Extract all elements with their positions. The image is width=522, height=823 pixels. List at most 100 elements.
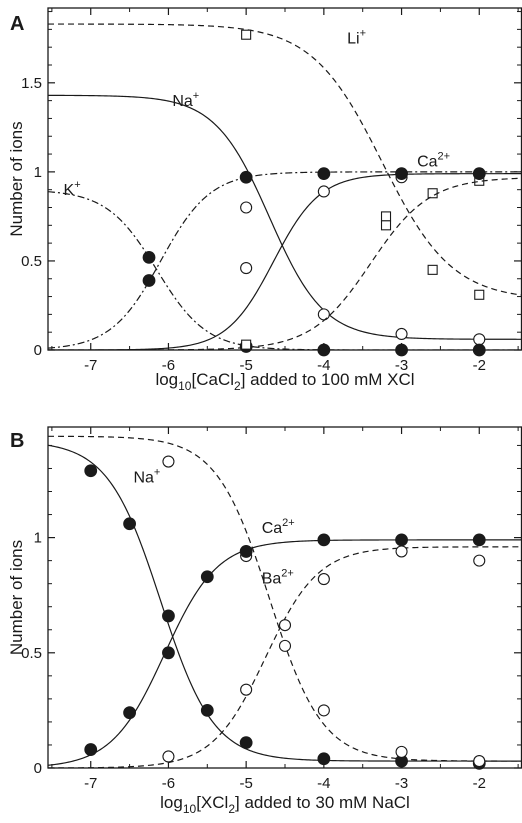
series-line xyxy=(48,173,522,350)
plot-frame xyxy=(47,426,522,769)
data-point xyxy=(380,220,392,231)
x-axis-label-text: [CaCl xyxy=(191,370,234,389)
x-axis-label-subscript: 2 xyxy=(228,802,235,816)
curve-label-base: K xyxy=(64,182,75,199)
data-point xyxy=(472,343,486,357)
x-tick-label: -3 xyxy=(395,775,408,792)
x-axis-label-subscript: 2 xyxy=(234,379,241,393)
data-point xyxy=(200,703,214,717)
data-point xyxy=(142,274,156,287)
data-point xyxy=(240,262,253,275)
curve-label-na: Na+ xyxy=(172,90,199,110)
series-na xyxy=(48,94,522,346)
curve-label-base: Ca xyxy=(262,520,283,537)
series-ca-k xyxy=(48,167,522,349)
curve-label-k: K+ xyxy=(64,179,81,199)
series-na-ca xyxy=(48,444,522,770)
data-point xyxy=(241,339,252,350)
y-tick-label: 1 xyxy=(34,164,42,181)
series-line xyxy=(48,191,522,350)
data-point xyxy=(474,289,485,300)
data-point xyxy=(84,464,98,478)
x-axis-label-subscript: 10 xyxy=(183,802,197,816)
data-point xyxy=(395,343,408,357)
curve-label-base: Na xyxy=(172,93,193,110)
curve-label-ba: Ba2+ xyxy=(262,568,294,588)
x-tick-label: -7 xyxy=(84,357,97,374)
data-point xyxy=(317,343,331,357)
series-line xyxy=(48,177,522,350)
y-tick-label: 0 xyxy=(34,760,42,777)
y-tick-label: 0 xyxy=(34,342,42,359)
data-point xyxy=(395,327,408,341)
data-point xyxy=(240,201,253,214)
data-point xyxy=(473,333,486,346)
data-point xyxy=(123,517,136,531)
data-point xyxy=(427,188,438,199)
data-point xyxy=(380,211,392,222)
x-tick-label: -5 xyxy=(239,357,252,374)
data-point xyxy=(472,167,486,181)
series-line xyxy=(48,539,522,766)
y-axis-label: Number of ions xyxy=(7,540,26,655)
data-point xyxy=(395,533,408,547)
data-point xyxy=(240,683,253,696)
curve-label-superscript: + xyxy=(193,90,199,102)
x-axis-label-text: ] added to 30 mM NaCl xyxy=(235,793,410,812)
x-tick-label: -5 xyxy=(239,775,252,792)
data-point xyxy=(278,619,292,632)
x-axis-label-text: log xyxy=(155,370,178,389)
data-point xyxy=(395,745,408,758)
data-point xyxy=(317,704,330,717)
panel-letter: B xyxy=(10,430,24,452)
data-point xyxy=(162,455,175,468)
y-tick-label: 1 xyxy=(34,530,42,547)
x-tick-label: -2 xyxy=(473,357,486,374)
data-point xyxy=(241,29,252,40)
series-line xyxy=(48,444,522,762)
data-point xyxy=(123,706,136,720)
x-tick-label: -4 xyxy=(317,357,330,374)
series-ca-li xyxy=(48,177,522,350)
series-ca xyxy=(48,533,522,766)
curve-label-ca: Ca2+ xyxy=(262,517,295,537)
curve-label-base: Li xyxy=(347,31,359,48)
data-point xyxy=(317,167,331,181)
series-na-ba xyxy=(48,435,522,768)
series-line xyxy=(48,94,522,340)
x-axis-label-subscript: 10 xyxy=(178,379,192,393)
curve-label-ca: Ca2+ xyxy=(417,151,450,171)
series-line xyxy=(48,171,522,349)
curve-label-base: Ba xyxy=(262,571,282,588)
y-tick-label: 1.5 xyxy=(21,75,42,92)
x-tick-label: -3 xyxy=(395,357,408,374)
curve-label-superscript: 2+ xyxy=(281,568,294,580)
curve-label-li: Li+ xyxy=(347,28,366,48)
panel-letter: A xyxy=(10,13,24,35)
y-axis-label: Number of ions xyxy=(7,121,26,236)
data-point xyxy=(427,264,438,275)
data-point xyxy=(317,533,331,547)
series-line xyxy=(48,546,522,768)
data-point xyxy=(239,545,253,558)
series-li xyxy=(48,23,522,300)
data-point xyxy=(239,170,253,184)
curve-label-superscript: 2+ xyxy=(438,151,451,163)
data-point xyxy=(317,752,331,766)
panel-a: A -7 -6 -5 -4 -3 -2 0 0.5 1 1.5 log10[CaCl2] added … xyxy=(7,7,522,393)
y-tick-label: 0.5 xyxy=(21,645,42,662)
data-point xyxy=(472,533,486,547)
panel-b: B -7 -6 -5 -4 -3 -2 0 0.5 1 log10[XCl2] added to 3… xyxy=(7,426,522,816)
data-point xyxy=(317,308,330,321)
x-axis-label-text: [XCl xyxy=(196,793,228,812)
x-axis-label-text: ] added to 100 mM XCl xyxy=(241,370,415,389)
data-point xyxy=(317,573,330,586)
x-tick-label: -7 xyxy=(84,775,97,792)
plot-frame xyxy=(47,7,522,351)
curve-label-base: Ca xyxy=(417,154,438,171)
x-axis-label: log10[XCl2] added to 30 mM NaCl xyxy=(160,793,410,816)
data-point xyxy=(162,750,175,763)
data-point xyxy=(473,755,486,768)
data-point xyxy=(239,736,253,750)
